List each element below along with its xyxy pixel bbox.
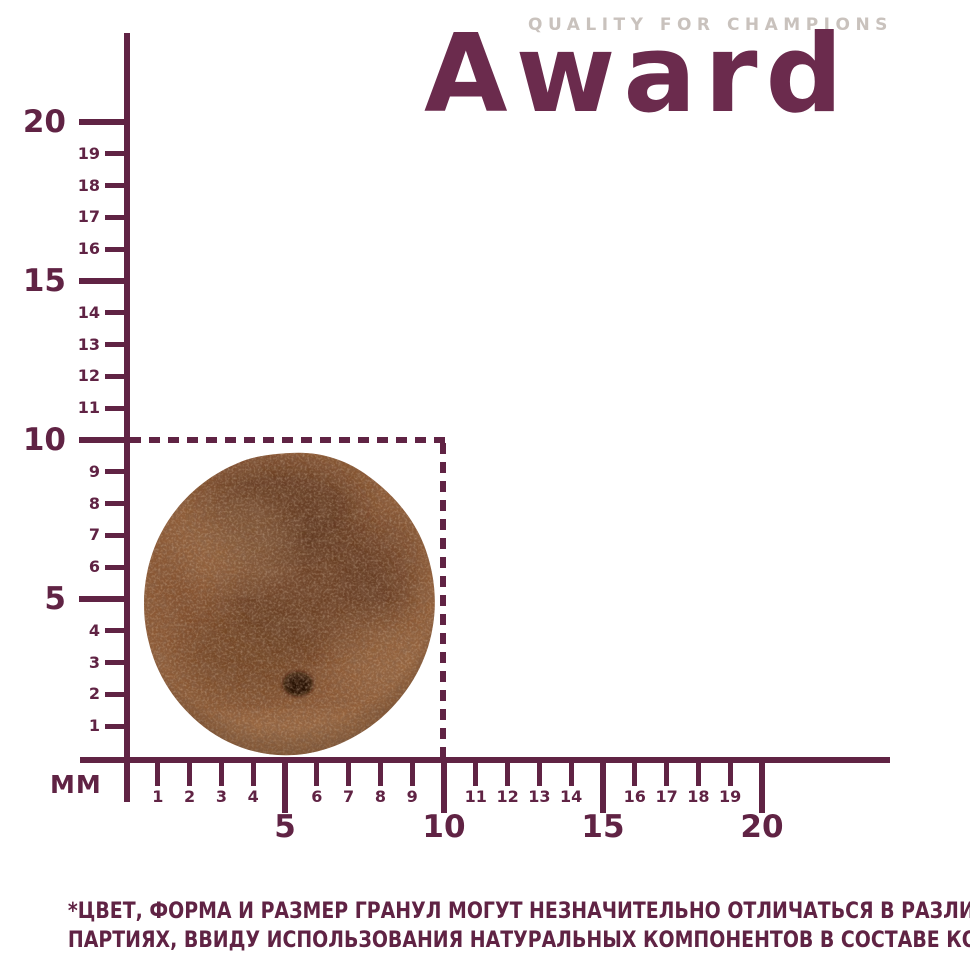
- h-tick-label: 3: [215, 787, 227, 806]
- h-tick-minor: [505, 760, 511, 786]
- h-tick-label: 8: [374, 787, 386, 806]
- h-tick-major: [600, 760, 606, 813]
- v-tick-label: 18: [77, 175, 100, 195]
- v-tick-minor: [105, 405, 130, 411]
- v-tick-label: 10: [22, 422, 66, 458]
- v-tick-major: [79, 596, 130, 602]
- v-tick-minor: [105, 183, 130, 189]
- v-tick-major: [79, 119, 130, 125]
- brand-logo: Award: [424, 12, 851, 137]
- v-tick-minor: [105, 373, 130, 379]
- v-tick-minor: [105, 532, 130, 538]
- v-tick-minor: [105, 501, 130, 507]
- h-tick-label: 17: [655, 787, 678, 806]
- kibble-photo: [144, 452, 435, 756]
- h-tick-minor: [536, 760, 542, 786]
- v-tick-minor: [105, 342, 130, 348]
- dashed-guide-horizontal: [130, 437, 446, 443]
- v-tick-minor: [105, 723, 130, 729]
- h-tick-label: 14: [560, 787, 583, 806]
- v-tick-label: 19: [77, 143, 100, 163]
- h-tick-minor: [314, 760, 320, 786]
- h-tick-label: 15: [581, 809, 625, 845]
- v-tick-minor: [105, 310, 130, 316]
- v-tick-label: 9: [88, 461, 100, 481]
- footnote: *ЦВЕТ, ФОРМА И РАЗМЕР ГРАНУЛ МОГУТ НЕЗНА…: [67, 897, 970, 955]
- h-tick-minor: [155, 760, 161, 786]
- brand-tagline: QUALITY FOR CHAMPIONS: [528, 15, 893, 35]
- h-tick-label: 4: [247, 787, 259, 806]
- dashed-guide-vertical: [440, 443, 446, 757]
- footnote-line-1: *ЦВЕТ, ФОРМА И РАЗМЕР ГРАНУЛ МОГУТ НЕЗНА…: [67, 899, 970, 924]
- h-tick-minor: [250, 760, 256, 786]
- h-tick-label: 16: [623, 787, 646, 806]
- v-tick-label: 6: [88, 557, 100, 577]
- v-tick-label: 2: [88, 684, 100, 704]
- v-tick-label: 1: [88, 716, 100, 736]
- v-tick-major: [79, 278, 130, 284]
- h-tick-label: 1: [152, 787, 164, 806]
- v-tick-label: 13: [77, 334, 100, 354]
- h-tick-minor: [187, 760, 193, 786]
- v-tick-label: 7: [88, 525, 100, 545]
- h-tick-label: 5: [274, 809, 296, 845]
- v-tick-label: 16: [77, 239, 100, 259]
- h-tick-label: 7: [343, 787, 355, 806]
- h-tick-major: [441, 760, 447, 813]
- h-tick-minor: [409, 760, 415, 786]
- v-tick-label: 4: [88, 620, 100, 640]
- h-tick-label: 20: [740, 809, 784, 845]
- h-tick-minor: [218, 760, 224, 786]
- v-tick-label: 14: [77, 302, 100, 322]
- v-tick-label: 8: [88, 493, 100, 513]
- v-tick-minor: [105, 628, 130, 634]
- h-tick-minor: [632, 760, 638, 786]
- v-tick-label: 5: [44, 581, 66, 617]
- v-tick-label: 12: [77, 366, 100, 386]
- v-tick-label: 17: [77, 207, 100, 227]
- v-tick-label: 20: [22, 104, 66, 140]
- h-tick-label: 12: [496, 787, 519, 806]
- h-tick-minor: [727, 760, 733, 786]
- unit-label: MM: [50, 770, 102, 799]
- h-tick-minor: [664, 760, 670, 786]
- h-tick-label: 11: [464, 787, 487, 806]
- h-tick-minor: [346, 760, 352, 786]
- h-tick-label: 19: [719, 787, 742, 806]
- h-tick-label: 9: [406, 787, 418, 806]
- h-tick-minor: [695, 760, 701, 786]
- v-tick-label: 11: [77, 398, 100, 418]
- footnote-line-2: ПАРТИЯХ, ВВИДУ ИСПОЛЬЗОВАНИЯ НАТУРАЛЬНЫХ…: [67, 928, 970, 953]
- h-tick-minor: [568, 760, 574, 786]
- v-tick-minor: [105, 564, 130, 570]
- h-tick-minor: [473, 760, 479, 786]
- v-tick-minor: [105, 691, 130, 697]
- v-tick-minor: [105, 246, 130, 252]
- v-tick-minor: [105, 214, 130, 220]
- h-tick-label: 2: [184, 787, 196, 806]
- h-tick-label: 13: [528, 787, 551, 806]
- h-tick-label: 10: [422, 809, 466, 845]
- h-tick-major: [759, 760, 765, 813]
- h-tick-major: [282, 760, 288, 813]
- vertical-axis-line: [124, 33, 130, 802]
- v-tick-minor: [105, 151, 130, 157]
- h-tick-label: 18: [687, 787, 710, 806]
- v-tick-label: 15: [22, 263, 66, 299]
- horizontal-axis-line: [80, 757, 890, 763]
- v-tick-minor: [105, 469, 130, 475]
- v-tick-label: 3: [88, 652, 100, 672]
- h-tick-label: 6: [311, 787, 323, 806]
- v-tick-minor: [105, 660, 130, 666]
- v-tick-major: [79, 437, 130, 443]
- h-tick-minor: [377, 760, 383, 786]
